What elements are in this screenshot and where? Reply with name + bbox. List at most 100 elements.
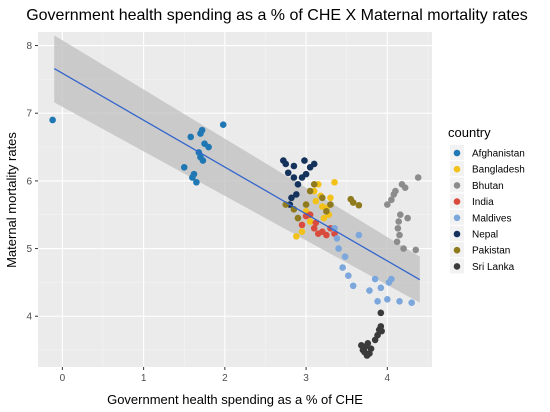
legend-key-bhutan (453, 182, 461, 189)
data-point-bangladesh (327, 194, 334, 202)
data-point-maldives (341, 253, 349, 260)
legend-label-maldives: Maldives (472, 213, 511, 224)
x-axis-ticks: 0 1 2 3 4 (60, 367, 391, 384)
data-point-bangladesh (306, 218, 314, 225)
data-point-afghanistan (180, 164, 188, 171)
legend-key-nepal (453, 230, 461, 238)
data-point-bhutan (395, 218, 402, 225)
data-point-afghanistan (193, 178, 200, 186)
data-point-nepal (310, 160, 318, 168)
data-point-maldives (366, 287, 373, 294)
data-point-maldives (371, 275, 379, 283)
trend-line-layer (53, 67, 421, 281)
x-tick-label: 1 (141, 373, 147, 384)
data-point-maldives (355, 231, 363, 239)
data-point-nepal (301, 157, 308, 164)
data-point-nepal (284, 169, 292, 177)
data-point-sri-lanka (377, 309, 385, 317)
data-point-india (306, 211, 314, 219)
legend-label-pakistan: Pakistan (472, 246, 510, 257)
data-point-maldives (349, 282, 357, 290)
data-point-pakistan (349, 199, 357, 206)
data-point-maldives (384, 296, 391, 303)
data-point-maldives (345, 272, 352, 279)
y-axis-ticks: 4 5 6 7 8 (26, 41, 38, 323)
legend-label-bhutan: Bhutan (472, 181, 504, 192)
legend-key-afghanistan (453, 149, 461, 157)
data-point-nepal (290, 174, 298, 181)
x-tick-label: 0 (60, 373, 66, 384)
x-axis-title: Government health spending as a % of CHE (107, 392, 363, 407)
x-tick-label: 4 (385, 373, 391, 384)
legend-key-bangladesh (453, 165, 461, 173)
data-point-bangladesh (293, 233, 300, 240)
data-point-pakistan (306, 187, 314, 195)
data-point-bhutan (401, 184, 409, 191)
legend-key-maldives (453, 214, 461, 222)
data-point-bangladesh (312, 197, 320, 205)
trend-line (53, 67, 421, 281)
data-point-bhutan (393, 238, 401, 246)
data-point-bangladesh (331, 178, 338, 186)
data-point-bangladesh (320, 214, 328, 222)
data-point-afghanistan (198, 126, 206, 134)
chart-title: Government health spending as a % of CHE… (26, 7, 528, 24)
y-tick-label: 8 (26, 41, 32, 52)
legend-label-sri-lanka: Sri Lanka (472, 262, 515, 273)
data-point-afghanistan (199, 157, 207, 164)
data-point-maldives (377, 284, 385, 292)
data-point-nepal (293, 191, 300, 198)
data-point-sri-lanka (378, 327, 385, 335)
legend-label-bangladesh: Bangladesh (472, 165, 525, 176)
data-point-pakistan (327, 201, 334, 208)
points-layer (49, 116, 422, 359)
data-point-bhutan (404, 214, 411, 222)
data-point-bangladesh (298, 228, 306, 235)
data-point-pakistan (302, 201, 310, 208)
y-axis-title: Maternal mortality rates (4, 132, 19, 268)
data-point-maldives (335, 245, 342, 252)
legend-key-pakistan (453, 246, 461, 254)
data-point-maldives (374, 298, 381, 305)
data-point-afghanistan (49, 116, 56, 124)
data-point-afghanistan (205, 143, 212, 151)
data-point-bhutan (384, 201, 391, 208)
data-point-maldives (408, 299, 415, 307)
data-point-bhutan (414, 174, 422, 181)
legend-label-india: India (472, 197, 494, 208)
x-tick-label: 2 (222, 373, 228, 384)
legend-key-india (453, 198, 461, 205)
data-point-sri-lanka (364, 340, 372, 347)
data-point-afghanistan (187, 133, 195, 141)
legend-title: country (448, 125, 491, 140)
data-point-pakistan (294, 214, 302, 222)
data-point-maldives (339, 264, 346, 271)
legend-label-afghanistan: Afghanistan (472, 149, 525, 160)
data-point-india (310, 224, 318, 232)
data-point-nepal (294, 180, 302, 188)
data-point-bhutan (397, 211, 404, 219)
data-point-india (298, 221, 306, 229)
legend-key-sri-lanka (453, 263, 461, 270)
y-tick-label: 4 (26, 312, 32, 323)
data-point-maldives (388, 275, 395, 283)
data-point-afghanistan (219, 121, 227, 129)
data-point-bhutan (396, 231, 403, 239)
y-tick-label: 7 (26, 109, 32, 120)
y-tick-label: 6 (26, 176, 32, 187)
data-point-nepal (302, 170, 310, 178)
data-point-sri-lanka (367, 345, 375, 353)
data-point-pakistan (323, 208, 330, 215)
data-point-maldives (333, 235, 341, 242)
data-point-maldives (396, 298, 403, 305)
data-point-nepal (288, 194, 295, 202)
data-point-nepal (282, 160, 290, 168)
data-point-bhutan (392, 187, 399, 195)
data-point-bhutan (400, 245, 407, 252)
data-point-india (323, 231, 330, 239)
data-point-nepal (290, 162, 298, 170)
legend-label-nepal: Nepal (472, 230, 498, 241)
data-point-afghanistan (190, 170, 198, 178)
data-point-pakistan (355, 201, 363, 209)
